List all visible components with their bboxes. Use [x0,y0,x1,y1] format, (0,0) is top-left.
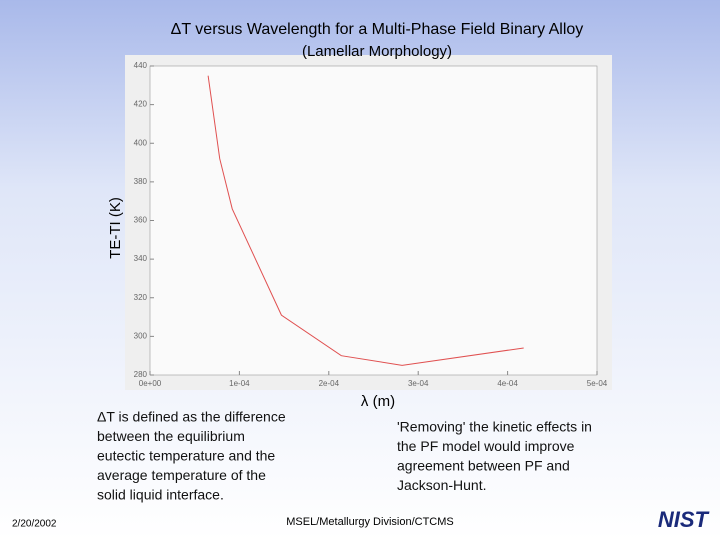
note-line: between the equilibrium [97,428,245,444]
y-tick-label: 400 [134,138,148,147]
note-line: agreement between PF and [397,458,570,474]
y-tick-label: 440 [134,61,148,70]
x-tick-label: 2e-04 [319,379,340,388]
note-right: 'Removing' the kinetic effects in the PF … [397,419,592,494]
x-axis-label: λ (m) [361,393,395,410]
note-line: 'Removing' the kinetic effects in [397,419,592,435]
y-tick-label: 280 [134,370,148,379]
y-tick-label: 320 [134,293,148,302]
chart-title: ΔT versus Wavelength for a Multi-Phase F… [171,21,584,38]
x-tick-label: 1e-04 [229,379,250,388]
y-tick-label: 420 [134,100,148,109]
x-tick-label: 4e-04 [497,379,518,388]
plot-area [149,65,598,376]
y-tick-label: 300 [134,331,148,340]
x-tick-label: 5e-04 [587,379,608,388]
logo: NIST [658,507,710,532]
note-left: ΔT is defined as the difference between t… [97,409,286,503]
chart-subtitle: (Lamellar Morphology) [302,43,452,60]
x-tick-label: 3e-04 [408,379,429,388]
date: 2/20/2002 [12,519,57,530]
y-tick-label: 340 [134,254,148,263]
y-tick-label: 380 [134,177,148,186]
y-tick-label: 360 [134,216,148,225]
y-axis-label: TE-TI (K) [107,197,124,259]
footer-text: MSEL/Metallurgy Division/CTCMS [286,516,453,528]
note-line: average temperature of the [97,467,266,483]
note-line: eutectic temperature and the [97,448,275,464]
data-line [207,75,524,366]
note-line: solid liquid interface. [97,487,224,503]
note-line: ΔT is defined as the difference [97,409,286,425]
note-line: the PF model would improve [397,438,575,454]
x-tick-label: 0e+00 [139,379,162,388]
note-line: Jackson-Hunt. [397,477,486,493]
